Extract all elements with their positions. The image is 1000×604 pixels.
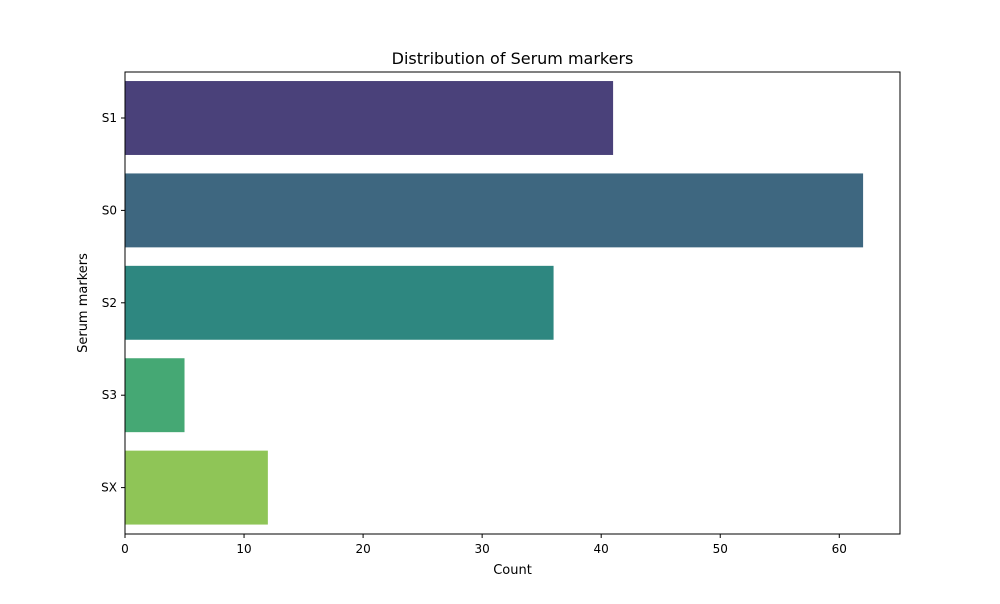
- bar-sx: [125, 450, 268, 525]
- x-tick-label: 60: [832, 542, 847, 556]
- x-tick-label: 40: [594, 542, 609, 556]
- x-tick-label: 10: [236, 542, 251, 556]
- bar-s1: [125, 81, 614, 155]
- bars-group: [125, 81, 864, 525]
- bar-s2: [125, 265, 554, 340]
- x-tick-label: 50: [713, 542, 728, 556]
- bar-s0: [125, 173, 864, 248]
- y-tick-label: S3: [102, 388, 117, 402]
- y-tick-label: S2: [102, 296, 117, 310]
- y-axis-ticks: S1 S0 S2 S3 SX: [101, 111, 125, 495]
- chart-title: Distribution of Serum markers: [392, 49, 634, 68]
- y-tick-label: SX: [101, 481, 117, 495]
- x-tick-label: 0: [121, 542, 129, 556]
- bar-s3: [125, 358, 185, 433]
- x-axis-label: Count: [493, 563, 532, 578]
- y-tick-label: S0: [102, 203, 117, 217]
- x-axis-ticks: 0 10 20 30 40 50 60: [121, 534, 847, 556]
- x-tick-label: 30: [475, 542, 490, 556]
- y-axis-label: Serum markers: [76, 253, 91, 353]
- x-tick-label: 20: [355, 542, 370, 556]
- y-tick-label: S1: [102, 111, 117, 125]
